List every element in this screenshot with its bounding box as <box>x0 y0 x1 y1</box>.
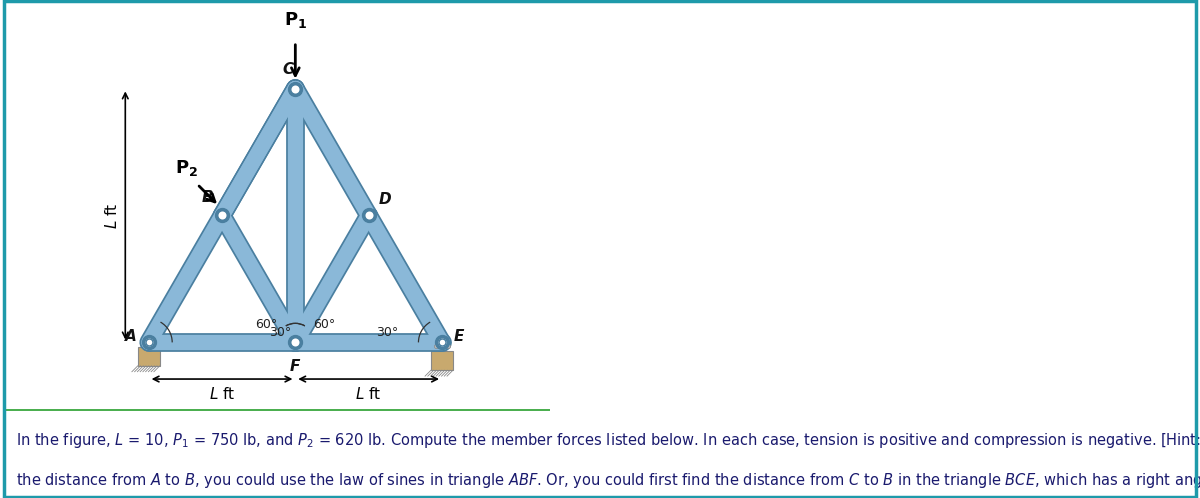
Text: 60°: 60° <box>256 318 277 331</box>
Text: 30°: 30° <box>376 326 398 339</box>
Text: D: D <box>379 192 391 207</box>
Text: $\mathit{L}$ ft: $\mathit{L}$ ft <box>209 386 235 402</box>
Text: $\mathbf{P_2}$: $\mathbf{P_2}$ <box>175 158 198 178</box>
Bar <box>138 347 160 366</box>
Text: $\mathit{L}$ ft: $\mathit{L}$ ft <box>355 386 382 402</box>
Text: F: F <box>290 359 300 374</box>
Bar <box>431 351 452 370</box>
Text: the distance from $\mathit{A}$ to $\mathit{B}$, you could use the law of sines i: the distance from $\mathit{A}$ to $\math… <box>16 471 1200 490</box>
Text: $\mathit{L}$ ft: $\mathit{L}$ ft <box>104 202 120 229</box>
Text: 30°: 30° <box>269 326 292 339</box>
Text: E: E <box>454 329 464 344</box>
Text: $\mathbf{P_1}$: $\mathbf{P_1}$ <box>283 10 307 30</box>
Text: In the figure, $\mathit{L}$ = 10, $\mathit{P}$$_1$ = 750 lb, and $\mathit{P}$$_2: In the figure, $\mathit{L}$ = 10, $\math… <box>16 431 1200 450</box>
Text: B: B <box>202 190 214 205</box>
Text: C: C <box>282 62 294 77</box>
Text: A: A <box>125 329 137 344</box>
Text: 60°: 60° <box>313 318 335 331</box>
